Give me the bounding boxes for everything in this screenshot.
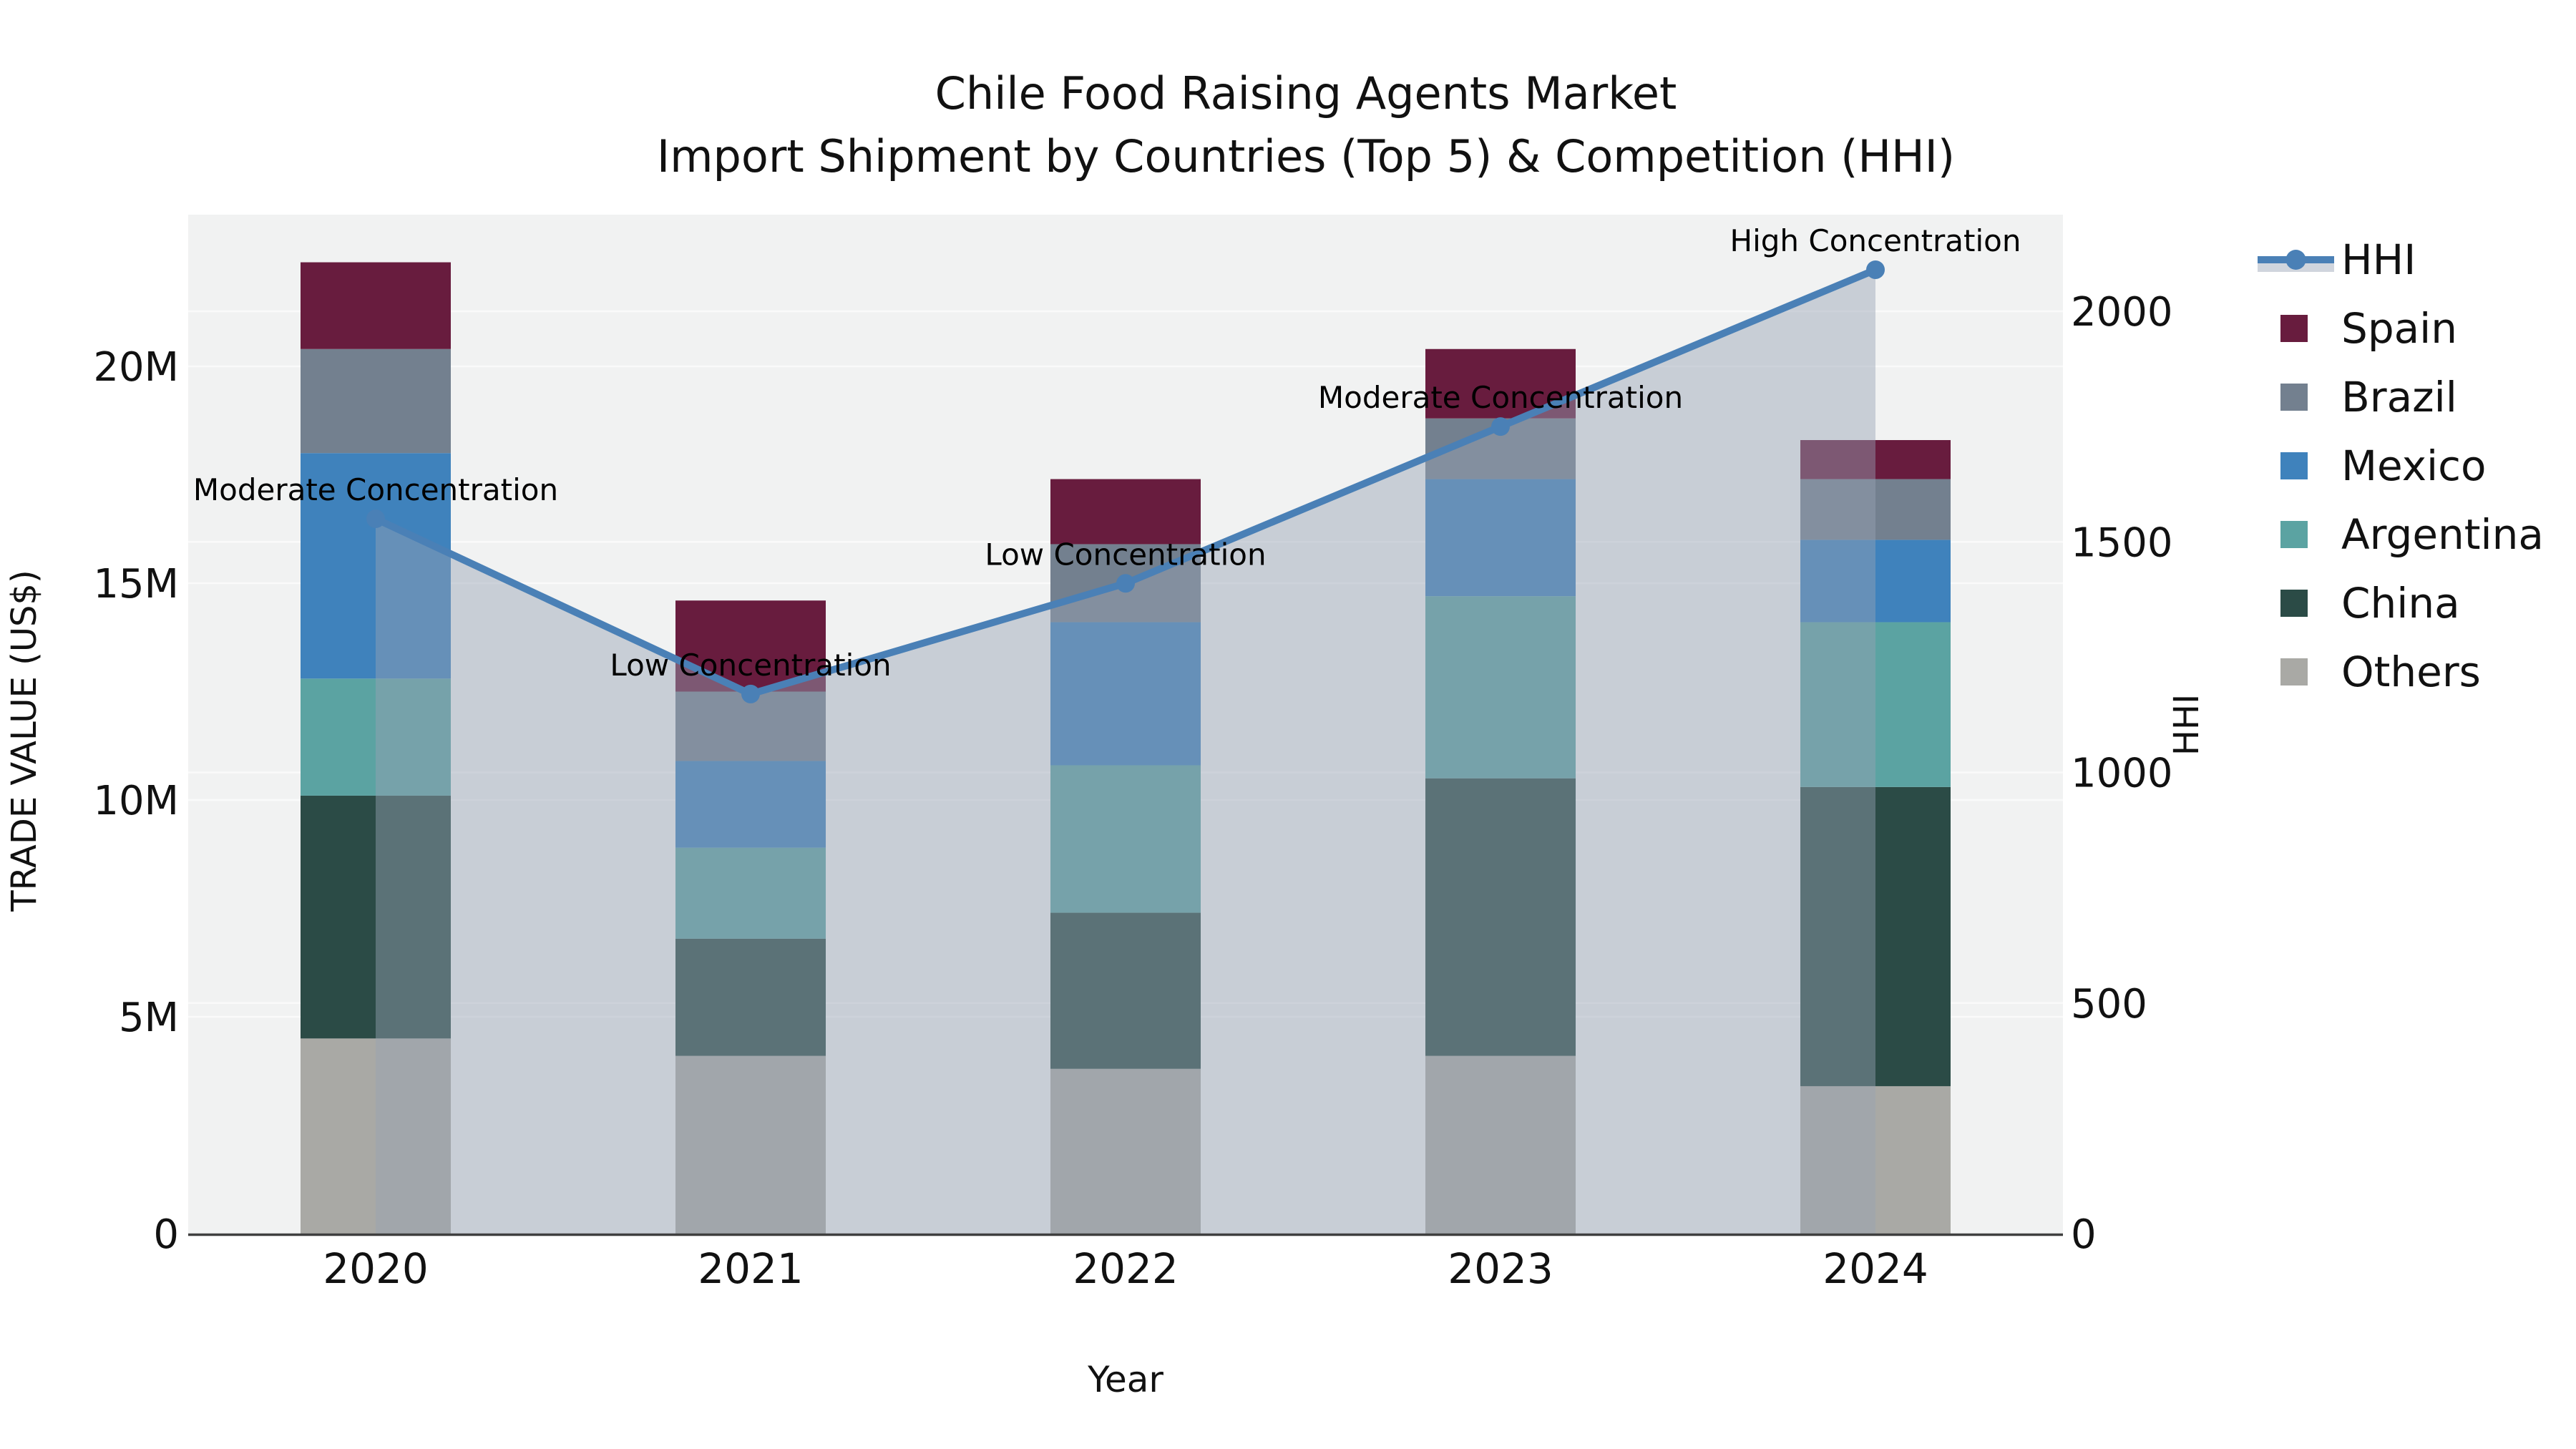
legend-swatch-others [2280, 658, 2308, 686]
annotation-2022: Low Concentration [985, 537, 1266, 572]
bar-2024-brazil [1800, 479, 1951, 540]
left-tick-0: 0 [153, 1211, 179, 1258]
bar-2024-china [1800, 786, 1951, 1086]
chart-title-line1: Chile Food Raising Agents Market [935, 67, 1677, 119]
legend-item-brazil: Brazil [2280, 373, 2457, 421]
hhi-marker-2023 [1491, 417, 1510, 436]
legend-label-spain: Spain [2341, 304, 2457, 353]
annotation-2020: Moderate Concentration [193, 472, 558, 507]
left-tick-10M: 10M [93, 778, 179, 824]
bar-2023-mexico [1425, 479, 1576, 597]
bar-2024-spain [1800, 440, 1951, 479]
legend-hhi-marker [2285, 250, 2306, 270]
bar-2022-others [1050, 1068, 1201, 1234]
chart-title-line2: Import Shipment by Countries (Top 5) & C… [657, 130, 1955, 182]
x-tick-2023: 2023 [1448, 1244, 1553, 1293]
legend-swatch-brazil [2280, 384, 2308, 411]
left-tick-5M: 5M [119, 995, 179, 1041]
x-axis-title: Year [1087, 1359, 1163, 1400]
annotation-2021: Low Concentration [610, 648, 891, 683]
hhi-marker-2021 [741, 684, 760, 703]
legend-swatch-china [2280, 590, 2308, 617]
x-tick-2020: 2020 [323, 1244, 429, 1293]
bar-2022-china [1050, 912, 1201, 1069]
bar-2024-mexico [1800, 540, 1951, 623]
bar-2023-china [1425, 778, 1576, 1056]
hhi-marker-2022 [1116, 574, 1135, 593]
hhi-marker-2024 [1866, 260, 1885, 279]
legend-label-china: China [2341, 579, 2460, 628]
right-tick-2000: 2000 [2071, 289, 2173, 336]
legend-label-others: Others [2341, 648, 2481, 696]
right-axis-title: HHI [2167, 694, 2207, 756]
right-tick-500: 500 [2071, 981, 2147, 1028]
right-tick-1000: 1000 [2071, 751, 2173, 797]
legend-label-brazil: Brazil [2341, 373, 2457, 421]
legend-swatch-spain [2280, 315, 2308, 342]
legend-item-china: China [2280, 579, 2460, 628]
legend-swatch-mexico [2280, 452, 2308, 479]
bar-2020-china [301, 795, 451, 1039]
legend-label-hhi: HHI [2341, 235, 2416, 284]
x-tick-2022: 2022 [1073, 1244, 1179, 1293]
bar-2024-argentina [1800, 622, 1951, 787]
bar-2020-brazil [301, 348, 451, 454]
annotation-2024: High Concentration [1730, 223, 2021, 258]
bar-2021-mexico [675, 761, 826, 848]
bar-2022-mexico [1050, 622, 1201, 766]
bar-2023-argentina [1425, 596, 1576, 779]
bar-2020-mexico [301, 453, 451, 679]
bar-2020-others [301, 1038, 451, 1234]
bar-2022-argentina [1050, 765, 1201, 913]
legend-label-mexico: Mexico [2341, 441, 2487, 490]
bar-2021-argentina [675, 847, 826, 939]
bar-2022-spain [1050, 479, 1201, 545]
bar-2021-china [675, 938, 826, 1056]
hhi-marker-2020 [366, 509, 385, 529]
x-tick-2024: 2024 [1823, 1244, 1928, 1293]
legend-item-hhi: HHI [2258, 235, 2416, 284]
legend-swatch-argentina [2280, 521, 2308, 548]
left-tick-15M: 15M [93, 561, 179, 608]
legend-label-argentina: Argentina [2341, 510, 2544, 559]
bar-2021-others [675, 1055, 826, 1234]
legend-item-argentina: Argentina [2280, 510, 2544, 559]
legend-item-others: Others [2280, 648, 2481, 696]
bar-2023-others [1425, 1055, 1576, 1234]
bar-2020-spain [301, 262, 451, 349]
left-tick-20M: 20M [93, 344, 179, 391]
legend-item-mexico: Mexico [2280, 441, 2487, 490]
legend-item-spain: Spain [2280, 304, 2457, 353]
right-tick-0: 0 [2071, 1211, 2097, 1258]
annotation-2023: Moderate Concentration [1318, 380, 1683, 415]
bar-2024-others [1800, 1085, 1951, 1234]
right-tick-1500: 1500 [2071, 519, 2173, 566]
bar-2020-argentina [301, 678, 451, 796]
x-tick-2021: 2021 [698, 1244, 804, 1293]
hhi-area [376, 269, 1875, 1234]
left-axis-title: TRADE VALUE (US$) [4, 570, 44, 912]
